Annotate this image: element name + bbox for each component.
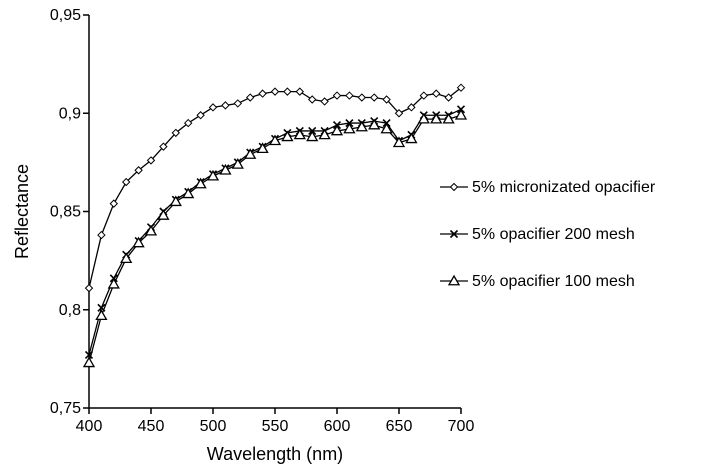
data-point	[380, 122, 393, 134]
data-point	[84, 283, 94, 293]
data-point	[120, 252, 133, 264]
data-point	[132, 236, 145, 248]
series-line	[88, 114, 462, 363]
data-point	[407, 103, 416, 112]
data-point	[208, 103, 218, 112]
x-tick-label: 450	[138, 418, 165, 435]
data-point	[144, 224, 158, 236]
data-point	[281, 130, 294, 142]
legend-label: 5% opacifier 100 mesh	[472, 273, 635, 290]
data-point	[357, 93, 367, 102]
series-triangle	[82, 108, 468, 368]
data-point	[345, 91, 354, 100]
data-point	[382, 95, 391, 104]
data-point	[244, 148, 257, 159]
data-point	[419, 91, 429, 100]
data-point	[182, 187, 195, 199]
legend-label: 5% micronizated opacifier	[472, 179, 656, 196]
legend-marker	[449, 229, 459, 239]
data-point	[270, 87, 280, 96]
data-point	[306, 130, 319, 142]
legend-item: 5% opacifier 200 mesh	[440, 226, 635, 243]
data-point	[332, 91, 342, 100]
data-point	[283, 87, 292, 96]
data-point	[268, 134, 282, 146]
data-point	[121, 177, 131, 187]
data-point	[233, 99, 243, 108]
data-point	[107, 277, 120, 289]
data-point	[330, 124, 344, 136]
x-tick-label: 500	[200, 418, 227, 435]
legend-label: 5% opacifier 200 mesh	[472, 226, 635, 243]
y-tick-label: 0,95	[50, 7, 81, 24]
data-point	[245, 93, 255, 102]
x-ticks: 400 450 500 550 600 650 700	[76, 408, 475, 435]
axes	[88, 15, 461, 409]
data-point	[405, 132, 418, 144]
data-point	[444, 93, 453, 102]
data-point	[394, 109, 404, 118]
legend-item: 5% micronizated opacifier	[440, 179, 656, 196]
data-point	[157, 209, 170, 220]
legend-marker	[449, 182, 459, 192]
x-tick-label: 650	[386, 418, 413, 435]
data-point	[134, 166, 143, 175]
data-point	[231, 158, 244, 169]
data-point	[442, 112, 455, 124]
data-point	[392, 136, 406, 148]
data-point	[295, 87, 305, 96]
data-point	[318, 128, 331, 140]
data-point	[256, 142, 269, 154]
data-point	[320, 97, 329, 106]
data-point	[355, 120, 368, 132]
data-point	[430, 112, 443, 124]
data-point	[258, 89, 267, 98]
data-point	[109, 199, 119, 208]
legend-marker	[447, 274, 461, 286]
x-axis-title: Wavelength (nm)	[207, 444, 343, 464]
data-point	[293, 128, 306, 140]
x-tick-label: 550	[262, 418, 289, 435]
data-point	[159, 142, 168, 151]
data-point	[196, 111, 205, 120]
data-point	[221, 101, 230, 110]
data-point	[343, 122, 356, 134]
data-point	[171, 128, 181, 138]
y-ticks: 0,75 0,8 0,85 0,9 0,95	[50, 7, 89, 417]
x-tick-label: 400	[76, 418, 103, 435]
data-point	[97, 230, 106, 240]
data-point	[307, 95, 317, 104]
data-point	[431, 89, 441, 98]
y-tick-label: 0,85	[50, 204, 81, 221]
data-point	[183, 118, 193, 128]
x-tick-label: 700	[448, 418, 475, 435]
data-point	[194, 177, 207, 189]
legend-item: 5% opacifier 100 mesh	[440, 273, 635, 290]
data-point	[219, 163, 232, 175]
data-point	[206, 169, 220, 181]
data-point	[95, 309, 108, 321]
series-line	[88, 87, 462, 289]
series-line	[88, 108, 462, 356]
data-point	[169, 195, 182, 207]
x-tick-label: 600	[324, 418, 351, 435]
data-point	[456, 83, 466, 92]
series-diamond	[84, 83, 466, 293]
data-point	[454, 108, 468, 120]
series-layer	[82, 83, 468, 368]
y-tick-label: 0,9	[59, 105, 81, 122]
y-axis-title: Reflectance	[12, 164, 32, 259]
data-point	[146, 156, 156, 165]
data-point	[369, 93, 379, 102]
y-tick-label: 0,8	[59, 302, 81, 319]
data-point	[82, 356, 96, 368]
legend: 5% micronizated opacifier 5% opacifier 20…	[440, 179, 656, 290]
y-tick-label: 0,75	[50, 400, 81, 417]
data-point	[417, 112, 430, 124]
data-point	[368, 118, 381, 130]
